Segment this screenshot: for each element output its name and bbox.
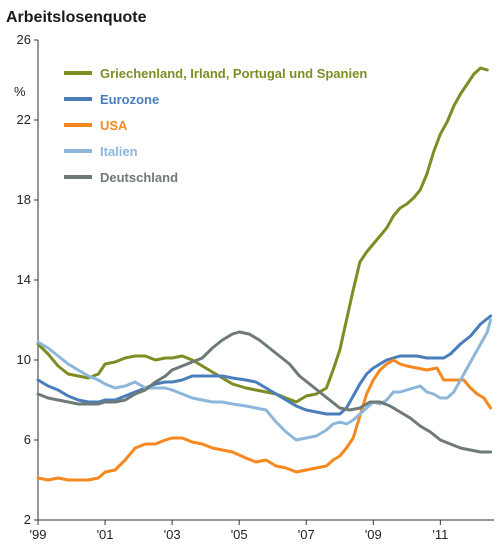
legend-label: Deutschland (100, 170, 178, 185)
legend-label: Griechenland, Irland, Portugal und Spani… (100, 66, 367, 81)
x-tick-label: '11 (432, 527, 448, 542)
x-tick-label: '05 (231, 527, 248, 542)
legend: Griechenland, Irland, Portugal und Spani… (64, 66, 367, 185)
y-tick-label: 6 (24, 432, 31, 447)
x-tick-label: '99 (30, 527, 47, 542)
y-tick-label: 14 (17, 272, 31, 287)
x-tick-label: '09 (365, 527, 382, 542)
series-line-4 (36, 330, 493, 454)
y-tick-label: 22 (17, 112, 31, 127)
x-axis-ticks: '99 '01 '03 '05 '07 '09 '11 (30, 520, 448, 542)
x-tick-label: '01 (97, 527, 114, 542)
x-tick-label: '07 (298, 527, 315, 542)
series-line-3 (36, 318, 493, 442)
series-line-1 (36, 314, 493, 416)
series-line-0 (36, 66, 489, 404)
y-tick-label: 2 (24, 512, 31, 527)
y-tick-label: 18 (17, 192, 31, 207)
series-lines (36, 66, 493, 482)
legend-label: Italien (100, 144, 138, 159)
y-tick-label: 10 (17, 352, 31, 367)
series-line-2 (36, 358, 493, 482)
legend-label: Eurozone (100, 92, 159, 107)
legend-label: USA (100, 118, 128, 133)
x-tick-label: '03 (164, 527, 181, 542)
y-axis-unit: % (14, 84, 26, 99)
chart-title: Arbeitslosenquote (6, 9, 147, 26)
y-tick-label: 26 (17, 32, 31, 47)
